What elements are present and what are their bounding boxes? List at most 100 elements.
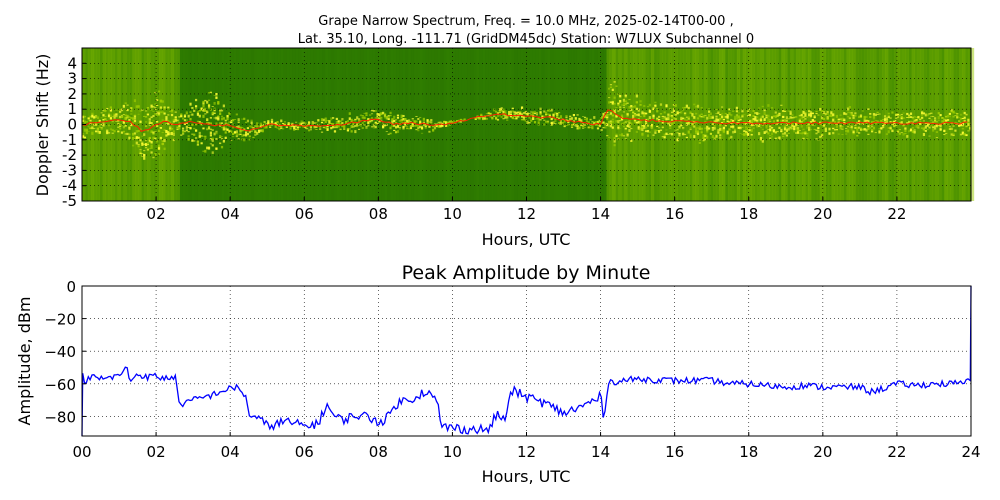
spectrogram-signal-speck <box>619 117 622 119</box>
spectrogram-signal-speck <box>389 111 392 115</box>
spectrogram-signal-speck <box>130 107 133 109</box>
spectrogram-signal-speck <box>209 131 212 135</box>
spectrogram-signal-speck <box>522 117 525 121</box>
spectrogram-signal-speck <box>159 136 162 140</box>
spectrogram-signal-speck <box>795 124 798 127</box>
spectrogram-signal-speck <box>333 127 337 129</box>
spectrogram-signal-speck <box>883 115 887 118</box>
spectrogram-signal-speck <box>395 121 398 124</box>
spectrogram-signal-speck <box>954 115 957 117</box>
spectrogram-signal-speck <box>222 139 225 143</box>
spectrogram-signal-speck <box>815 132 818 135</box>
spectrogram-shade-column <box>505 48 509 201</box>
spectrogram-signal-speck <box>202 150 205 152</box>
spectrogram-signal-speck <box>872 126 876 130</box>
spectrogram-shade-column <box>745 48 749 201</box>
spectrogram-signal-speck <box>774 111 777 114</box>
spectrogram-signal-speck <box>511 116 514 120</box>
spectrogram-signal-speck <box>641 126 644 129</box>
spectrogram-signal-speck <box>702 138 705 141</box>
spectrogram-signal-speck <box>576 114 579 116</box>
spectrogram-signal-speck <box>795 116 798 118</box>
spectrogram-signal-speck <box>320 118 324 122</box>
spectrogram-signal-speck <box>783 127 787 131</box>
spectrogram-signal-speck <box>713 136 716 140</box>
spectrogram-signal-speck <box>335 120 338 124</box>
spectrogram-signal-speck <box>706 130 709 133</box>
spectrogram-signal-speck <box>545 111 548 114</box>
spectrogram-signal-speck <box>902 132 905 136</box>
spectrogram-signal-speck <box>146 106 150 110</box>
spectrogram-signal-speck <box>639 127 642 131</box>
spectrogram-signal-speck <box>874 132 877 134</box>
spectrogram-signal-speck <box>609 121 613 125</box>
spectrogram-signal-speck <box>450 120 453 123</box>
spectrogram-signal-speck <box>674 104 677 107</box>
spectrogram-signal-speck <box>928 113 931 115</box>
spectrogram-signal-speck <box>965 134 968 137</box>
spectrogram-signal-speck <box>122 130 125 133</box>
spectrogram-signal-speck <box>967 119 970 122</box>
spectrogram-signal-speck <box>383 116 387 119</box>
spectrogram-signal-speck <box>620 122 624 126</box>
spectrogram-signal-speck <box>372 110 375 112</box>
spectrogram-signal-speck <box>687 118 690 120</box>
spectrogram-signal-speck <box>398 124 401 126</box>
spectrogram-signal-speck <box>248 135 251 138</box>
spectrogram-signal-speck <box>209 91 212 94</box>
spectrogram-signal-speck <box>420 126 424 130</box>
spectrogram-signal-speck <box>154 108 157 110</box>
spectrogram-signal-speck <box>613 96 616 99</box>
spectrogram-signal-speck <box>400 114 403 118</box>
spectrogram-signal-speck <box>446 121 450 123</box>
spectrogram-signal-speck <box>830 123 833 125</box>
spectrogram-signal-speck <box>876 120 879 122</box>
spectrogram-signal-speck <box>174 116 177 119</box>
spectrogram-signal-speck <box>500 109 503 113</box>
spectrogram-signal-speck <box>759 127 763 129</box>
spectrogram-signal-speck <box>676 129 679 131</box>
spectrogram-signal-speck <box>663 133 666 137</box>
spectrogram-signal-speck <box>761 139 764 143</box>
spectrogram-signal-speck <box>622 107 626 109</box>
spectrogram-signal-speck <box>852 133 855 135</box>
spectrogram-signal-speck <box>626 120 629 123</box>
spectrogram-signal-speck <box>344 121 348 123</box>
spectrogram-signal-speck <box>908 120 911 124</box>
spectrogram-signal-speck <box>157 146 161 150</box>
spectrogram-signal-speck <box>141 109 144 111</box>
spectrogram-x-tick-label: 10 <box>443 205 462 223</box>
spectrogram-signal-speck <box>800 121 803 123</box>
spectrogram-signal-speck <box>657 127 661 129</box>
spectrogram-signal-speck <box>813 120 816 122</box>
spectrogram-signal-speck <box>196 143 200 146</box>
spectrogram-signal-speck <box>194 98 198 102</box>
spectrogram-signal-speck <box>746 110 750 112</box>
spectrogram-signal-speck <box>387 115 390 117</box>
spectrogram-signal-speck <box>909 116 913 118</box>
spectrogram-signal-speck <box>376 115 379 117</box>
spectrogram-signal-speck <box>787 132 790 134</box>
spectrogram-signal-speck <box>948 114 951 116</box>
spectrogram-signal-speck <box>87 117 90 120</box>
spectrogram-signal-speck <box>170 128 174 130</box>
spectrogram-signal-speck <box>878 130 881 132</box>
spectrogram-shade-column <box>914 48 918 201</box>
spectrogram-signal-speck <box>367 124 370 127</box>
spectrogram-signal-speck <box>730 118 733 121</box>
spectrogram-signal-speck <box>237 121 240 123</box>
spectrogram-signal-speck <box>557 117 561 119</box>
spectrogram-signal-speck <box>706 116 709 120</box>
spectrogram-signal-speck <box>220 122 224 125</box>
spectrogram-signal-speck <box>696 104 700 108</box>
spectrogram-signal-speck <box>772 120 776 123</box>
spectrogram-signal-speck <box>543 110 546 113</box>
spectrogram-signal-speck <box>787 121 790 125</box>
spectrogram-signal-speck <box>693 124 696 126</box>
spectrogram-signal-speck <box>945 133 948 134</box>
spectrogram-signal-speck <box>520 106 524 110</box>
spectrogram-signal-speck <box>120 124 124 126</box>
spectrogram-signal-speck <box>850 115 853 116</box>
spectrogram-signal-speck <box>211 137 214 141</box>
spectrogram-signal-speck <box>824 127 827 130</box>
